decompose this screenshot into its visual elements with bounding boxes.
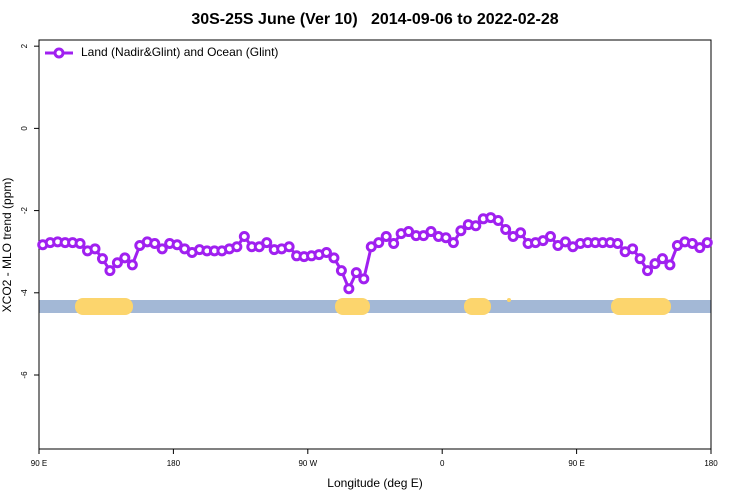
data-point xyxy=(544,230,556,242)
data-point xyxy=(470,220,482,232)
x-tick-label: 180 xyxy=(167,459,181,468)
data-point xyxy=(515,227,527,239)
legend-label: Land (Nadir&Glint) and Ocean (Glint) xyxy=(81,45,278,59)
data-point xyxy=(104,265,116,277)
chart-title: 30S-25S June (Ver 10) 2014-09-06 to 2022… xyxy=(191,11,558,28)
data-point xyxy=(656,253,668,265)
data-point xyxy=(649,258,661,270)
land-band xyxy=(611,298,671,315)
land-band xyxy=(335,298,370,315)
data-point xyxy=(149,237,161,249)
ocean-band xyxy=(39,300,711,313)
legend-marker xyxy=(53,47,65,59)
data-point xyxy=(320,247,332,259)
data-point xyxy=(634,253,646,265)
x-tick-label: 180 xyxy=(704,459,718,468)
data-point xyxy=(238,230,250,242)
land-band xyxy=(75,298,133,315)
y-tick-label: 0 xyxy=(20,126,29,131)
data-point xyxy=(492,214,504,226)
data-point xyxy=(111,257,123,269)
data-point xyxy=(74,237,86,249)
data-point xyxy=(447,237,459,249)
data-point xyxy=(156,243,168,255)
data-point xyxy=(350,267,362,279)
data-point xyxy=(261,237,273,249)
data-point xyxy=(126,259,138,271)
y-axis-label: XCO2 - MLO trend (ppm) xyxy=(0,178,14,313)
data-point xyxy=(96,253,108,265)
data-point xyxy=(358,273,370,285)
y-tick-label: -2 xyxy=(20,206,29,214)
data-point xyxy=(388,237,400,249)
data-point xyxy=(664,259,676,271)
x-tick-label: 0 xyxy=(440,459,445,468)
data-point xyxy=(455,225,467,237)
y-tick-label: -6 xyxy=(20,371,29,379)
data-point xyxy=(231,241,243,253)
data-point xyxy=(440,232,452,244)
data-point xyxy=(694,242,706,254)
x-axis-label: Longitude (deg E) xyxy=(327,476,422,490)
data-point xyxy=(627,243,639,255)
data-point xyxy=(701,237,713,249)
y-tick-label: 2 xyxy=(20,43,29,48)
data-point xyxy=(335,265,347,277)
data-point xyxy=(283,241,295,253)
y-tick-label: -4 xyxy=(20,289,29,297)
data-point xyxy=(89,243,101,255)
x-tick-label: 90 W xyxy=(298,459,317,468)
surface-band xyxy=(39,298,711,315)
data-point xyxy=(380,230,392,242)
series-line xyxy=(42,216,709,293)
x-tick-label: 90 E xyxy=(568,459,584,468)
data-point xyxy=(119,252,131,264)
land-band xyxy=(507,298,511,302)
data-point xyxy=(373,237,385,249)
x-tick-label: 90 E xyxy=(31,459,47,468)
data-point xyxy=(612,237,624,249)
data-point xyxy=(343,283,355,295)
data-point xyxy=(642,265,654,277)
data-point xyxy=(328,252,340,264)
data-point xyxy=(425,226,437,238)
land-band xyxy=(464,298,491,315)
data-point xyxy=(559,236,571,248)
data-point xyxy=(500,223,512,235)
